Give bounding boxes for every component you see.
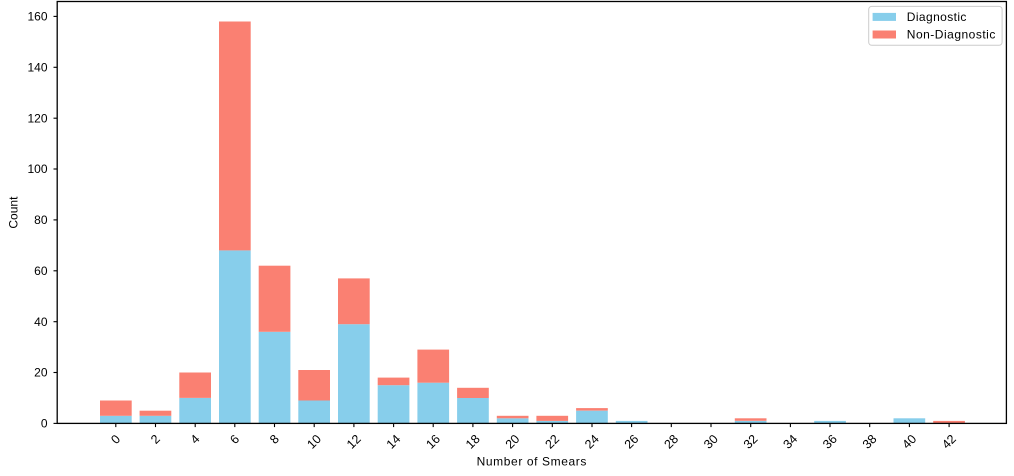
svg-text:Number of Smears: Number of Smears [477,454,587,468]
svg-text:80: 80 [34,213,48,227]
svg-text:20: 20 [34,366,48,380]
svg-text:0: 0 [41,417,48,431]
svg-text:120: 120 [27,111,47,125]
svg-text:Non-Diagnostic: Non-Diagnostic [907,28,996,42]
svg-text:60: 60 [34,264,48,278]
svg-text:Count: Count [6,196,20,229]
svg-text:160: 160 [27,10,47,24]
svg-text:140: 140 [27,61,47,75]
svg-text:Diagnostic: Diagnostic [907,10,967,24]
svg-text:40: 40 [34,315,48,329]
svg-text:100: 100 [27,162,47,176]
